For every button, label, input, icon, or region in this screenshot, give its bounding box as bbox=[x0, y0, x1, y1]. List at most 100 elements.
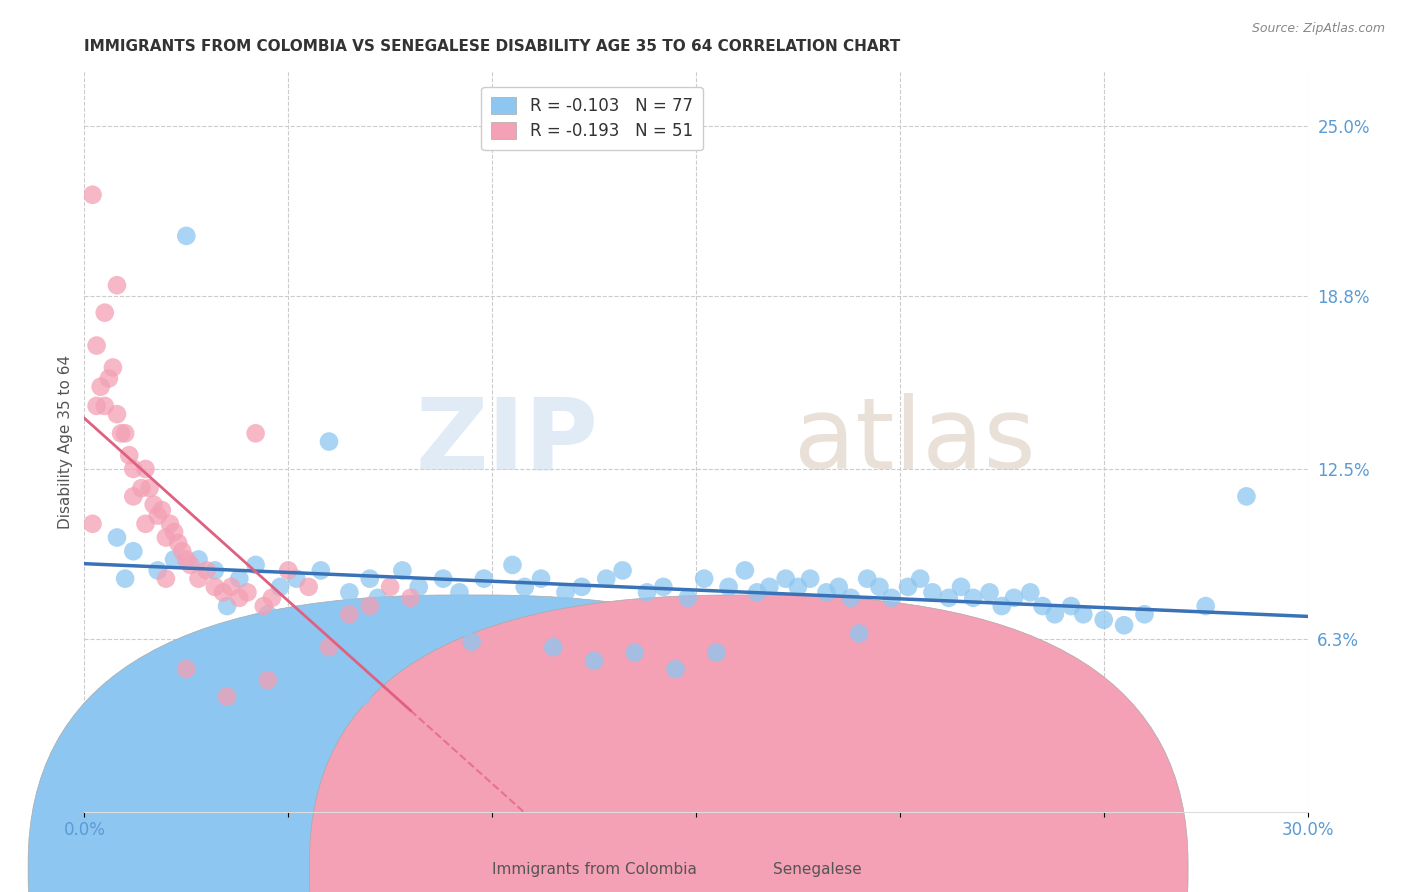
Point bbox=[420, 618, 443, 632]
Point bbox=[219, 580, 242, 594]
Point bbox=[245, 558, 267, 572]
Point bbox=[449, 585, 471, 599]
Point bbox=[172, 544, 194, 558]
Point bbox=[298, 580, 321, 594]
Point bbox=[706, 646, 728, 660]
Point bbox=[1073, 607, 1095, 622]
Point bbox=[350, 690, 373, 704]
Point bbox=[938, 591, 960, 605]
Point bbox=[204, 580, 226, 594]
Point bbox=[734, 563, 756, 577]
Point bbox=[138, 481, 160, 495]
Point bbox=[105, 531, 128, 545]
Point bbox=[122, 489, 145, 503]
Point bbox=[82, 187, 104, 202]
Point bbox=[432, 572, 454, 586]
Point bbox=[339, 585, 361, 599]
Point bbox=[277, 563, 299, 577]
Point bbox=[142, 498, 165, 512]
Point bbox=[897, 580, 920, 594]
Point bbox=[962, 591, 984, 605]
Point bbox=[285, 572, 308, 586]
Point bbox=[122, 462, 145, 476]
Point bbox=[359, 599, 381, 613]
Point bbox=[799, 572, 821, 586]
Y-axis label: Disability Age 35 to 64: Disability Age 35 to 64 bbox=[58, 354, 73, 529]
Point bbox=[815, 585, 838, 599]
Point bbox=[571, 580, 593, 594]
Point bbox=[187, 552, 209, 566]
FancyBboxPatch shape bbox=[309, 595, 1188, 892]
Point bbox=[146, 508, 169, 523]
Point bbox=[257, 673, 280, 687]
Point bbox=[97, 371, 120, 385]
Point bbox=[461, 634, 484, 648]
Point bbox=[612, 563, 634, 577]
Point bbox=[502, 558, 524, 572]
Point bbox=[787, 580, 810, 594]
Point bbox=[236, 585, 259, 599]
Point bbox=[665, 662, 688, 676]
Point bbox=[1043, 607, 1066, 622]
Text: Source: ZipAtlas.com: Source: ZipAtlas.com bbox=[1251, 22, 1385, 36]
Point bbox=[747, 585, 769, 599]
Text: Senegalese: Senegalese bbox=[773, 863, 862, 877]
Point bbox=[318, 434, 340, 449]
Point bbox=[583, 654, 606, 668]
Point bbox=[163, 552, 186, 566]
Point bbox=[880, 591, 903, 605]
Point bbox=[155, 572, 177, 586]
Point bbox=[921, 585, 943, 599]
Point bbox=[228, 591, 250, 605]
Point bbox=[318, 640, 340, 655]
Point bbox=[114, 426, 136, 441]
Point bbox=[82, 516, 104, 531]
Point bbox=[676, 591, 699, 605]
Point bbox=[869, 580, 891, 594]
Point bbox=[359, 572, 381, 586]
Point bbox=[135, 516, 157, 531]
Point bbox=[1195, 599, 1218, 613]
Point bbox=[174, 228, 197, 243]
Point bbox=[652, 580, 675, 594]
Point bbox=[979, 585, 1001, 599]
Point bbox=[217, 599, 239, 613]
Point bbox=[839, 591, 862, 605]
Text: ZIP: ZIP bbox=[415, 393, 598, 490]
Point bbox=[245, 426, 267, 441]
Point bbox=[90, 380, 112, 394]
Point bbox=[1236, 489, 1258, 503]
Point bbox=[856, 572, 879, 586]
Point bbox=[554, 585, 576, 599]
Point bbox=[298, 618, 321, 632]
Point bbox=[1114, 618, 1136, 632]
Point bbox=[174, 662, 197, 676]
Point bbox=[179, 558, 201, 572]
Point bbox=[367, 591, 389, 605]
Point bbox=[828, 580, 851, 594]
Point bbox=[86, 338, 108, 352]
Point bbox=[114, 572, 136, 586]
Point bbox=[146, 563, 169, 577]
Point bbox=[543, 640, 565, 655]
Point bbox=[174, 552, 197, 566]
Point bbox=[204, 563, 226, 577]
Point bbox=[86, 399, 108, 413]
FancyBboxPatch shape bbox=[28, 595, 907, 892]
Point bbox=[105, 278, 128, 293]
Point bbox=[848, 626, 870, 640]
Point bbox=[595, 572, 617, 586]
Point bbox=[110, 426, 132, 441]
Point bbox=[380, 580, 402, 594]
Point bbox=[1133, 607, 1156, 622]
Point bbox=[1032, 599, 1054, 613]
Point bbox=[212, 585, 235, 599]
Point bbox=[167, 536, 190, 550]
Point bbox=[135, 462, 157, 476]
Point bbox=[253, 599, 276, 613]
Point bbox=[101, 360, 124, 375]
Point bbox=[122, 544, 145, 558]
Point bbox=[187, 572, 209, 586]
Point bbox=[309, 563, 332, 577]
Point bbox=[1092, 613, 1115, 627]
